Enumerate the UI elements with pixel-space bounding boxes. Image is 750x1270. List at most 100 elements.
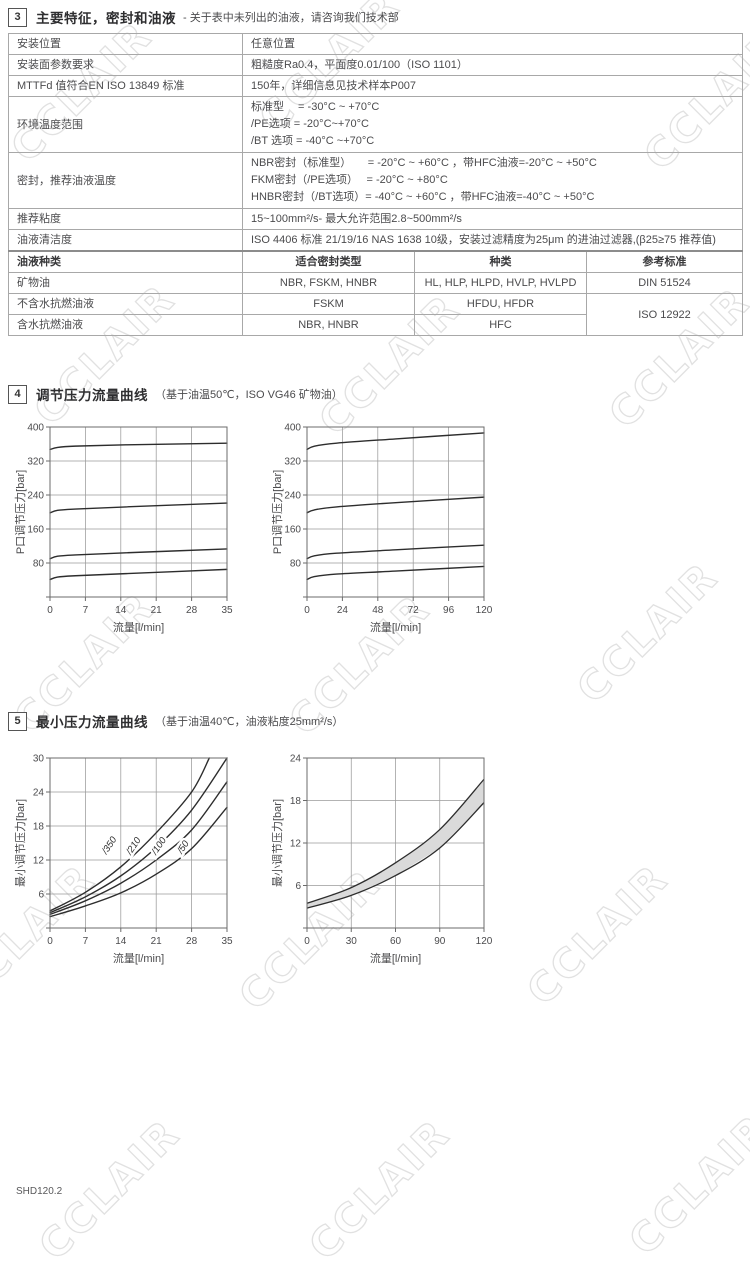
svg-text:30: 30 <box>346 936 358 947</box>
svg-text:/50: /50 <box>175 838 192 857</box>
fluid-standard: ISO 12922 <box>585 293 744 336</box>
chart-min-pressure-flow-35: 0 7 14 21 28 35 6 12 18 24 30 流量[l/min] 最小调节压力[bar] /… <box>12 748 262 973</box>
spec-value: NBR密封（标准型） = -20°C ~ +60°C ，带HFC油液=-20°C… <box>241 152 744 209</box>
section5-chart-row: 0 7 14 21 28 35 6 12 18 24 30 流量[l/min] 最小调节压力[bar] /… <box>12 748 750 978</box>
spec-value: 任意位置 <box>241 33 744 55</box>
fluid-header-row: 油液种类 适合密封类型 种类 参考标准 <box>8 250 744 273</box>
section4-number-box: 4 <box>8 384 27 404</box>
svg-text:7: 7 <box>83 936 89 947</box>
svg-text:6: 6 <box>38 890 44 901</box>
svg-text:320: 320 <box>27 457 44 468</box>
fluid-seals: NBR, FSKM, HNBR <box>242 272 415 294</box>
watermark-text: CCLAIR <box>300 1110 460 1270</box>
spec-value-line: /PE选项 = -20°C~+70°C <box>251 118 369 130</box>
table-row: 环境温度范围 标准型 = -30°C ~ +70°C /PE选项 = -20°C… <box>8 96 744 153</box>
spec-value-line: /BT 选项 = -40°C ~+70°C <box>251 135 375 147</box>
svg-text:24: 24 <box>290 754 302 765</box>
chart-min-pressure-flow-120-plot: 0 30 60 90 120 6 12 18 24 流量[l/min] 最小调节压力[bar] <box>271 754 493 966</box>
chart-p-pressure-flow-120: 0 24 48 72 96 120 80 160 240 320 400 流量[l/min] P口调节压… <box>269 417 519 642</box>
svg-text:21: 21 <box>151 605 163 616</box>
table-row: 不含水抗燃油液 FSKM HFDU, HFDR ISO 12922 <box>8 293 744 336</box>
svg-text:72: 72 <box>408 605 420 616</box>
svg-text:35: 35 <box>221 605 233 616</box>
svg-text:最小调节压力[bar]: 最小调节压力[bar] <box>271 799 284 887</box>
svg-text:0: 0 <box>47 936 53 947</box>
section3-subtitle: - 关于表中未列出的油液，请咨询我们技术部 <box>183 12 399 24</box>
fluid-col-header: 参考标准 <box>585 250 744 273</box>
table-row: 推荐粘度 15~100mm²/s- 最大允许范围2.8~500mm²/s <box>8 208 744 230</box>
chart-min-pressure-flow-35-plot: 0 7 14 21 28 35 6 12 18 24 30 流量[l/min] 最小调节压力[bar] /… <box>14 754 233 966</box>
fluid-standard: DIN 51524 <box>585 272 744 294</box>
fluid-col-header: 适合密封类型 <box>242 250 415 273</box>
svg-text:24: 24 <box>33 788 45 799</box>
table-row: 含水抗燃油液 NBR, HNBR HFC <box>8 314 743 336</box>
spec-label: 安装面参数要求 <box>8 54 243 76</box>
spec-value-line: 标准型 = -30°C ~ +70°C <box>251 101 380 113</box>
table-row: MTTFd 值符合EN ISO 13849 标准 150年，详细信息见技术样本P… <box>8 75 744 97</box>
spec-value: 15~100mm²/s- 最大允许范围2.8~500mm²/s <box>241 208 744 230</box>
svg-text:160: 160 <box>27 525 44 536</box>
section4-subtitle: （基于油温50℃，ISO VG46 矿物油） <box>155 389 343 401</box>
fluid-type: 矿物油 <box>8 272 243 294</box>
svg-text:最小调节压力[bar]: 最小调节压力[bar] <box>14 799 27 887</box>
svg-text:7: 7 <box>83 605 89 616</box>
svg-text:P口调节压力[bar]: P口调节压力[bar] <box>271 470 284 554</box>
svg-text:0: 0 <box>47 605 53 616</box>
section3-title: 主要特征，密封和油液 <box>36 11 176 26</box>
section3-header: 3 主要特征，密封和油液 - 关于表中未列出的油液，请咨询我们技术部 <box>8 7 399 27</box>
table-row: 油液清洁度 ISO 4406 标准 21/19/16 NAS 1638 10级，… <box>8 229 744 252</box>
svg-text:12: 12 <box>290 839 302 850</box>
svg-text:60: 60 <box>390 936 402 947</box>
svg-text:/350: /350 <box>99 834 119 857</box>
spec-label: MTTFd 值符合EN ISO 13849 标准 <box>8 75 243 97</box>
svg-text:14: 14 <box>115 605 127 616</box>
svg-text:流量[l/min]: 流量[l/min] <box>113 620 164 634</box>
svg-text:6: 6 <box>295 881 301 892</box>
fluid-seals: FSKM <box>242 293 415 315</box>
svg-text:18: 18 <box>290 796 302 807</box>
svg-text:18: 18 <box>33 822 45 833</box>
spec-value-line: FKM密封（/PE选项） = -20°C ~ +80°C <box>251 174 448 186</box>
svg-text:21: 21 <box>151 936 163 947</box>
watermark-text: CCLAIR <box>620 1105 750 1265</box>
table-row: 安装位置 任意位置 <box>8 33 744 55</box>
svg-text:400: 400 <box>284 423 301 434</box>
table-row: 矿物油 NBR, FSKM, HNBR HL, HLP, HLPD, HVLP,… <box>8 272 744 294</box>
svg-text:12: 12 <box>33 856 45 867</box>
svg-text:流量[l/min]: 流量[l/min] <box>370 951 421 965</box>
svg-text:/210: /210 <box>124 835 144 858</box>
svg-text:0: 0 <box>304 605 310 616</box>
fluid-kinds: HFC <box>414 314 587 336</box>
section5-number-box: 5 <box>8 711 27 731</box>
spec-value-line: HNBR密封（/BT选项）= -40°C ~ +60°C ，带HFC油液=-40… <box>251 191 595 203</box>
svg-text:120: 120 <box>476 936 493 947</box>
doc-code: SHD120.2 <box>16 1186 63 1197</box>
svg-text:28: 28 <box>186 605 198 616</box>
fluid-col-header: 油液种类 <box>8 250 243 273</box>
chart-min-pressure-flow-120: 0 30 60 90 120 6 12 18 24 流量[l/min] 最小调节压力[bar] <box>269 748 519 973</box>
svg-text:90: 90 <box>434 936 446 947</box>
svg-text:P口调节压力[bar]: P口调节压力[bar] <box>14 470 27 554</box>
chart-p-pressure-flow-120-plot: 0 24 48 72 96 120 80 160 240 320 400 流量[l/min] P口调节压… <box>271 423 493 635</box>
spec-label: 推荐粘度 <box>8 208 243 230</box>
section4-header: 4 调节压力流量曲线 （基于油温50℃，ISO VG46 矿物油） <box>8 384 343 404</box>
spec-label: 密封，推荐油液温度 <box>8 152 243 209</box>
fluid-col-header: 种类 <box>414 250 587 273</box>
spec-label: 油液清洁度 <box>8 229 243 252</box>
svg-text:400: 400 <box>27 423 44 434</box>
fluid-type: 含水抗燃油液 <box>8 314 243 336</box>
spec-label: 环境温度范围 <box>8 96 243 153</box>
svg-text:240: 240 <box>284 491 301 502</box>
table-row: 安装面参数要求 粗糙度Ra0.4，平面度0.01/100（ISO 1101） <box>8 54 744 76</box>
spec-table: 安装位置 任意位置 安装面参数要求 粗糙度Ra0.4，平面度0.01/100（I… <box>8 33 744 336</box>
spec-value: ISO 4406 标准 21/19/16 NAS 1638 10级，安装过滤精度… <box>241 229 744 252</box>
section5-header: 5 最小压力流量曲线 （基于油温40℃，油液粘度25mm²/s） <box>8 711 343 731</box>
svg-text:48: 48 <box>372 605 384 616</box>
svg-text:35: 35 <box>221 936 233 947</box>
svg-text:30: 30 <box>33 754 45 765</box>
spec-value-line: NBR密封（标准型） = -20°C ~ +60°C ，带HFC油液=-20°C… <box>251 157 597 169</box>
table-row: 密封，推荐油液温度 NBR密封（标准型） = -20°C ~ +60°C ，带H… <box>8 152 744 209</box>
svg-text:80: 80 <box>33 559 45 570</box>
chart-p-pressure-flow-35: 0 7 14 21 28 35 80 160 240 320 400 流量[l/min] P口调节压力[… <box>12 417 262 642</box>
